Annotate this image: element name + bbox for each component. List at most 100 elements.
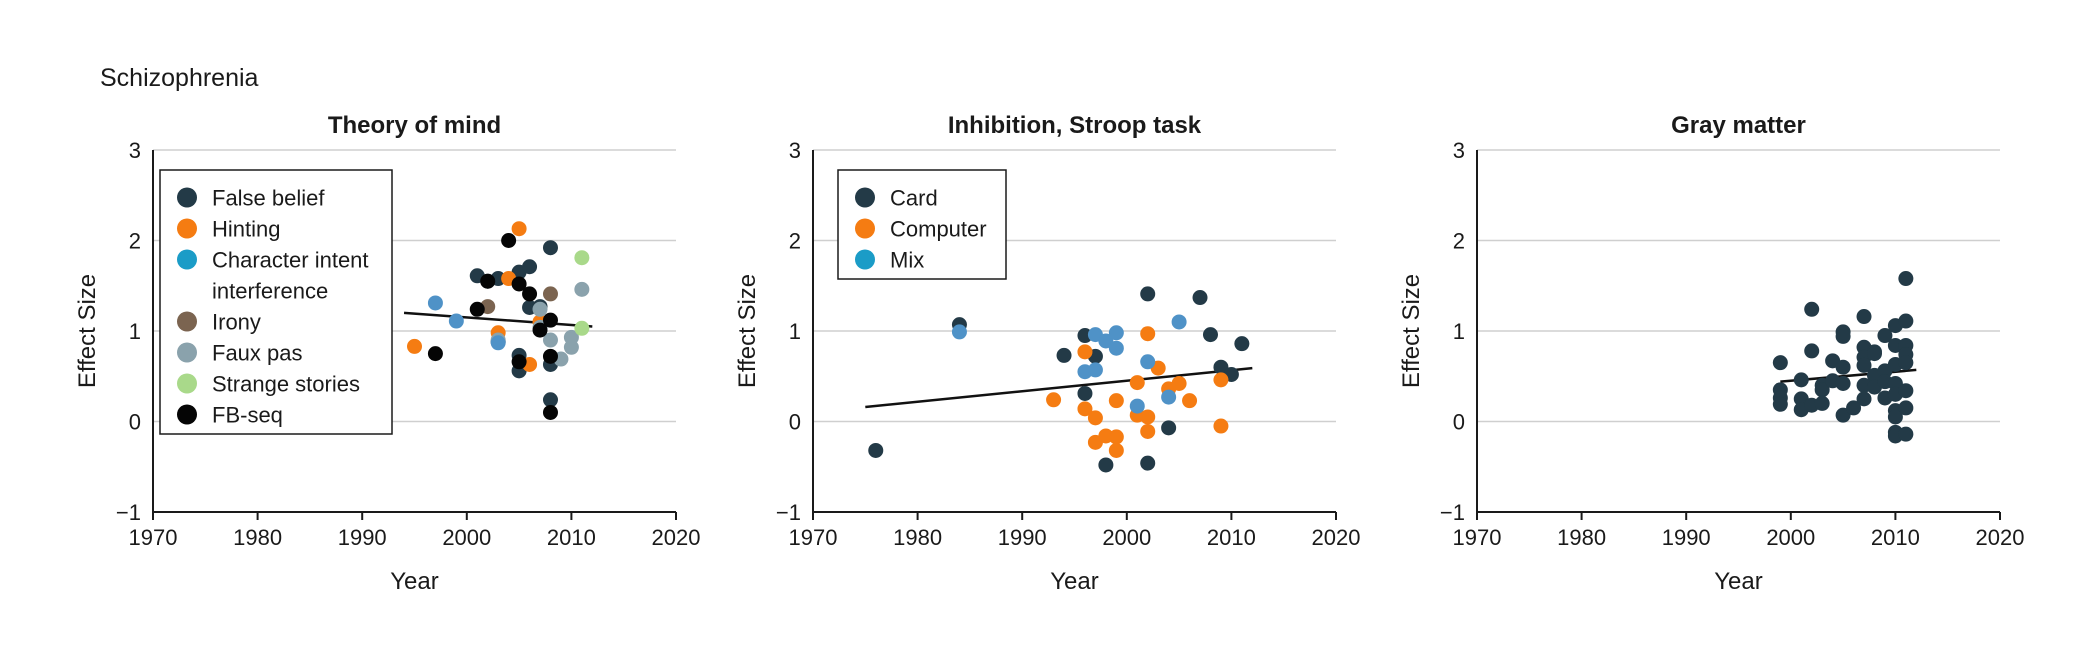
legend-marker — [177, 187, 197, 208]
data-point — [427, 295, 443, 311]
data-point — [501, 233, 517, 248]
x-axis-label: Year — [1050, 568, 1099, 595]
data-point — [1772, 355, 1788, 371]
data-point — [1202, 327, 1218, 343]
x-tick-label: 1970 — [789, 525, 838, 550]
data-point — [1887, 337, 1903, 353]
data-point — [574, 281, 590, 297]
data-point — [1140, 423, 1156, 439]
data-point — [407, 338, 422, 354]
y-tick-label: −1 — [1440, 500, 1465, 525]
data-point — [1087, 410, 1103, 426]
x-tick-label: 2000 — [442, 525, 491, 550]
legend-box — [159, 169, 393, 435]
legend-marker — [177, 218, 197, 239]
y-tick-label: 0 — [789, 410, 801, 435]
legend-label: Strange stories — [212, 372, 360, 397]
y-axis-label: Effect Size — [74, 274, 101, 388]
y-tick-label: 0 — [129, 410, 141, 435]
data-point — [1108, 325, 1124, 341]
y-tick-label: 0 — [1453, 410, 1465, 435]
data-point — [480, 273, 496, 289]
data-point — [1056, 347, 1072, 363]
legend-label: Mix — [890, 248, 924, 273]
x-tick-label: 1990 — [338, 525, 387, 550]
data-point — [1140, 286, 1156, 302]
data-point — [1192, 290, 1208, 306]
legend-label: interference — [212, 279, 328, 304]
data-point — [1077, 344, 1093, 360]
legend-label: Card — [890, 186, 938, 211]
data-point — [532, 322, 548, 338]
data-point — [1046, 392, 1062, 408]
legend-marker — [855, 249, 875, 270]
data-point — [1835, 375, 1851, 391]
data-point — [1856, 391, 1872, 407]
legend-marker — [177, 404, 197, 425]
data-point — [1804, 343, 1820, 359]
x-tick-label: 2020 — [1976, 525, 2025, 550]
data-point — [1098, 457, 1114, 473]
data-point — [511, 221, 527, 237]
data-point — [1898, 355, 1914, 371]
x-tick-label: 2000 — [1102, 525, 1151, 550]
data-point — [1772, 396, 1788, 412]
data-point — [1213, 372, 1229, 388]
y-tick-label: 3 — [1453, 138, 1465, 163]
data-point — [1846, 400, 1862, 416]
y-tick-label: −1 — [116, 500, 141, 525]
data-point — [542, 312, 558, 328]
x-tick-label: 1990 — [998, 525, 1047, 550]
data-point — [1140, 326, 1156, 342]
data-point — [1108, 340, 1124, 356]
data-point — [1077, 401, 1093, 417]
data-point — [522, 286, 538, 302]
x-tick-label: 2020 — [1312, 525, 1361, 550]
data-point — [1129, 398, 1145, 414]
x-tick-label: 1970 — [1453, 525, 1502, 550]
data-point — [951, 324, 967, 340]
data-point — [542, 348, 558, 364]
figure-label: Schizophrenia — [100, 64, 259, 92]
data-point — [542, 286, 558, 302]
y-axis-label: Effect Size — [734, 274, 761, 388]
data-point — [532, 301, 548, 317]
trend-line — [865, 366, 1253, 409]
data-point — [1087, 362, 1103, 378]
data-point — [1793, 372, 1809, 388]
data-point — [1213, 418, 1229, 434]
data-point — [1140, 455, 1156, 471]
data-point — [1835, 359, 1851, 375]
data-point — [522, 259, 538, 275]
x-tick-label: 1970 — [129, 525, 178, 550]
data-point — [574, 320, 590, 336]
x-tick-label: 2010 — [1871, 525, 1920, 550]
data-point — [1140, 409, 1156, 425]
x-tick-label: 1990 — [1662, 525, 1711, 550]
x-axis-label: Year — [1714, 568, 1763, 595]
data-point — [1161, 420, 1177, 436]
data-point — [563, 329, 579, 345]
data-point — [511, 276, 527, 292]
data-point — [490, 335, 506, 351]
data-point — [1213, 359, 1229, 375]
data-point — [1856, 357, 1872, 373]
data-point — [448, 313, 464, 329]
data-point — [1182, 393, 1198, 409]
data-point — [1234, 336, 1250, 352]
y-tick-label: 1 — [1453, 319, 1465, 344]
data-point — [1129, 375, 1145, 391]
data-point — [1814, 395, 1830, 411]
data-point — [1887, 409, 1903, 425]
chart-title: Inhibition, Stroop task — [948, 112, 1202, 139]
data-point — [1866, 346, 1882, 362]
x-tick-label: 2000 — [1766, 525, 1815, 550]
trend-line — [403, 311, 593, 328]
data-point — [1171, 375, 1187, 391]
data-point — [1898, 271, 1914, 287]
y-axis-label: Effect Size — [1398, 274, 1425, 388]
x-tick-label: 2010 — [547, 525, 596, 550]
legend-marker — [177, 311, 197, 332]
legend-marker — [855, 218, 875, 239]
